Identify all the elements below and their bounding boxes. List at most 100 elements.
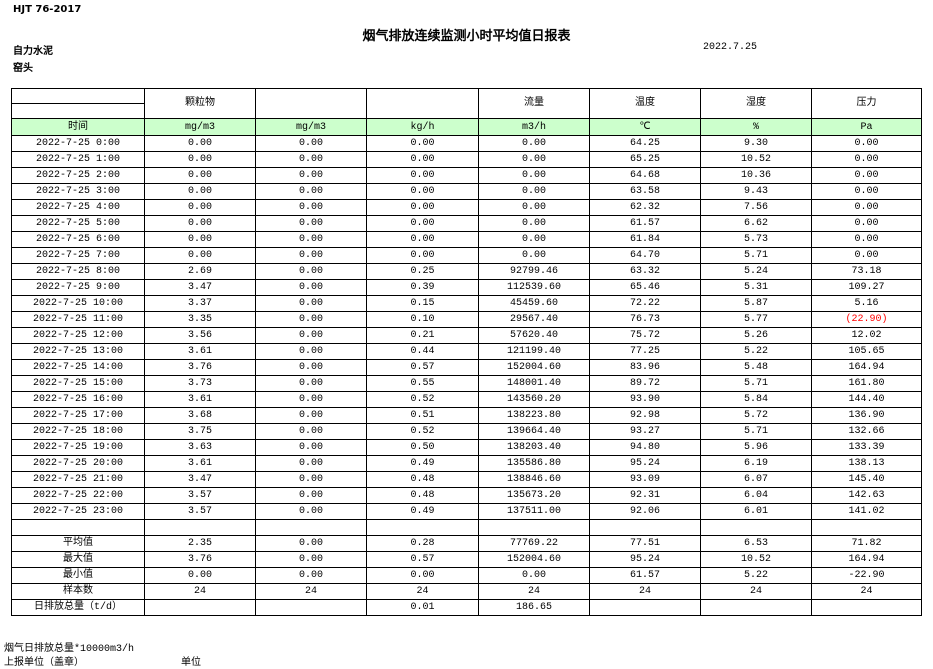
value-cell: 5.77 [700,311,812,328]
value-cell: 121199.40 [478,343,590,360]
value-cell: 0.00 [478,183,590,200]
value-cell: 3.68 [144,407,256,424]
value-cell: 63.58 [589,183,701,200]
summary-value: 77769.22 [478,535,590,552]
value-cell: 0.49 [366,503,479,520]
time-cell: 2022-7-25 20:00 [11,455,145,472]
column-header: 温度 [589,88,701,119]
value-cell: 143560.20 [478,391,590,408]
summary-value: 24 [478,583,590,600]
value-cell: 0.00 [255,167,367,184]
value-cell: 12.02 [811,327,922,344]
footer-note: 烟气日排放总量*10000m3/h [4,644,135,655]
table-row: 2022-7-25 15:00 3.73 0.00 0.55 148001.40 89.7… [11,375,922,392]
value-cell: 0.00 [255,407,367,424]
summary-value: 10.52 [700,551,812,568]
summary-value: 164.94 [811,551,922,568]
table-row: 2022-7-25 11:00 3.35 0.00 0.10 29567.40 76.73… [11,311,922,328]
value-cell: 109.27 [811,279,922,296]
value-cell: 0.00 [366,151,479,168]
value-cell: 0.00 [144,167,256,184]
value-cell: 3.61 [144,455,256,472]
value-cell: 0.00 [255,503,367,520]
value-cell: 139664.40 [478,423,590,440]
standard-code: HJT 76-2017 [13,4,82,15]
value-cell: 6.07 [700,471,812,488]
summary-row: 最大值 3.76 0.00 0.57 152004.60 95.24 10.52 164.94 [11,551,922,568]
value-cell: 0.00 [255,343,367,360]
empty-cell [144,519,256,536]
summary-value: 24 [811,583,922,600]
summary-value: 0.57 [366,551,479,568]
value-cell: 3.56 [144,327,256,344]
empty-cell [366,519,479,536]
value-cell: 3.61 [144,391,256,408]
value-cell: 0.48 [366,471,479,488]
value-cell: 6.62 [700,215,812,232]
value-cell: 94.80 [589,439,701,456]
summary-label: 最小值 [11,567,145,584]
table-row: 2022-7-25 2:00 0.00 0.00 0.00 0.00 64.68 10.36… [11,167,922,184]
time-cell: 2022-7-25 10:00 [11,295,145,312]
value-cell: 5.96 [700,439,812,456]
value-cell: 0.48 [366,487,479,504]
value-cell: 93.09 [589,471,701,488]
value-cell: 161.80 [811,375,922,392]
value-cell: 0.00 [144,151,256,168]
report-date: 2022.7.25 [703,42,758,53]
monitoring-point: 窑头 [13,63,33,74]
value-cell: 0.00 [255,231,367,248]
summary-value: 0.01 [366,599,479,616]
unit-cell: mg/m3 [144,118,256,136]
summary-value: 5.22 [700,567,812,584]
value-cell: 5.16 [811,295,922,312]
value-cell: 92.06 [589,503,701,520]
time-cell: 2022-7-25 3:00 [11,183,145,200]
column-header: 颗粒物 [144,88,256,119]
value-cell: 133.39 [811,439,922,456]
column-header: 湿度 [700,88,812,119]
value-cell: 92.31 [589,487,701,504]
value-cell: 0.00 [255,327,367,344]
summary-value: 0.00 [144,567,256,584]
value-cell: 0.57 [366,359,479,376]
value-cell: 0.00 [478,231,590,248]
value-cell: 0.25 [366,263,479,280]
hourly-report-table: 颗粒物 流量 温度 湿度 压力 时间 mg/m3 mg/m3 kg/h m3/h ℃% Pa 2022-… [11,88,922,616]
time-cell: 2022-7-25 9:00 [11,279,145,296]
value-cell: 5.24 [700,263,812,280]
value-cell: 5.71 [700,375,812,392]
value-cell: 135673.20 [478,487,590,504]
table-row: 2022-7-25 23:00 3.57 0.00 0.49 137511.00 92.0… [11,503,922,520]
value-cell: 61.84 [589,231,701,248]
value-cell: 45459.60 [478,295,590,312]
value-cell: 3.75 [144,423,256,440]
empty-cell [478,519,590,536]
value-cell: 141.02 [811,503,922,520]
time-cell: 2022-7-25 7:00 [11,247,145,264]
value-cell: 5.31 [700,279,812,296]
value-cell: 61.57 [589,215,701,232]
summary-value: 95.24 [589,551,701,568]
value-cell: 83.96 [589,359,701,376]
unit-row: 时间 mg/m3 mg/m3 kg/h m3/h ℃% Pa [11,118,922,136]
value-cell: 0.00 [366,135,479,152]
value-cell: 10.36 [700,167,812,184]
summary-label: 日排放总量（t/d） [11,599,145,616]
value-cell: 0.21 [366,327,479,344]
summary-row: 日排放总量（t/d） 0.01 186.65 [11,599,922,616]
unit-cell: m3/h [478,118,590,136]
value-cell: 136.90 [811,407,922,424]
value-cell: 0.00 [478,167,590,184]
time-cell: 2022-7-25 18:00 [11,423,145,440]
unit-cell: Pa [811,118,922,136]
value-cell: 0.00 [144,199,256,216]
value-cell: 0.51 [366,407,479,424]
table-row: 2022-7-25 5:00 0.00 0.00 0.00 0.00 61.57 6.62 0… [11,215,922,232]
summary-value: 77.51 [589,535,701,552]
summary-value: 0.00 [255,551,367,568]
time-cell: 2022-7-25 4:00 [11,199,145,216]
table-row: 2022-7-25 6:00 0.00 0.00 0.00 0.00 61.84 5.73 0… [11,231,922,248]
value-cell: 112539.60 [478,279,590,296]
value-cell: 3.47 [144,279,256,296]
